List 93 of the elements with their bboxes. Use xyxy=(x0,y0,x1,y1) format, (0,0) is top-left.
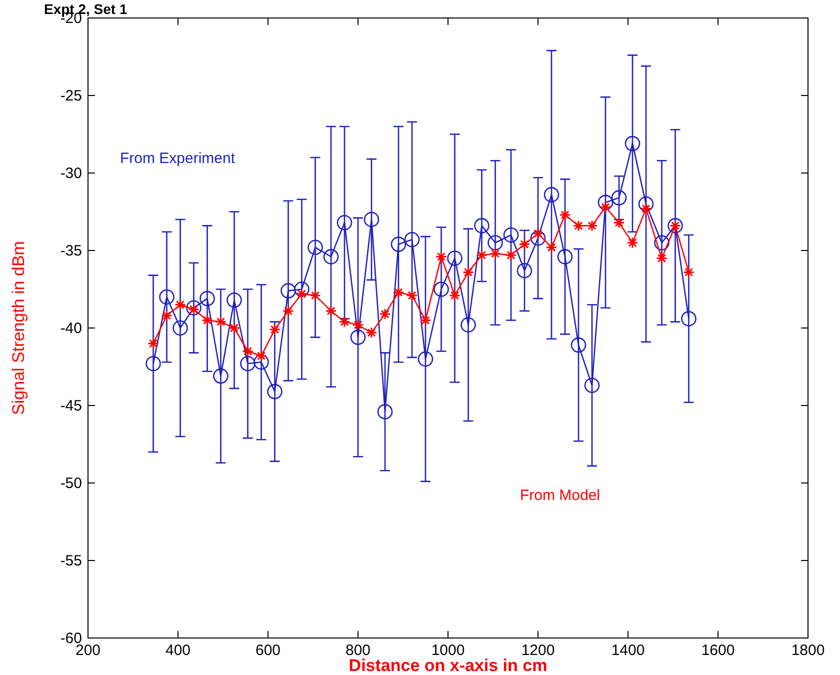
point xyxy=(202,314,213,326)
point xyxy=(488,235,503,250)
x-tick-label: 400 xyxy=(165,642,191,659)
y-axis-title: Signal Strength in dBm xyxy=(9,241,28,415)
x-tick-label: 1200 xyxy=(521,642,555,659)
point xyxy=(611,190,627,206)
point xyxy=(186,300,202,316)
point xyxy=(557,249,573,264)
point xyxy=(474,218,490,234)
x-tick-label: 1000 xyxy=(431,642,465,659)
point xyxy=(392,286,404,298)
point xyxy=(544,187,560,202)
point xyxy=(462,266,474,278)
point xyxy=(310,290,321,302)
point xyxy=(240,356,256,372)
point xyxy=(406,290,418,302)
point xyxy=(323,249,339,264)
point xyxy=(350,330,366,345)
point xyxy=(626,237,638,248)
point xyxy=(148,338,159,350)
point xyxy=(226,292,242,308)
y-tick-label: -30 xyxy=(60,165,82,182)
point xyxy=(215,316,226,328)
point xyxy=(584,378,600,393)
point xyxy=(624,136,640,152)
point xyxy=(172,320,188,336)
point xyxy=(516,263,532,278)
point xyxy=(379,308,391,320)
point xyxy=(280,283,296,298)
point xyxy=(638,196,654,212)
point xyxy=(530,230,546,246)
point xyxy=(460,317,476,333)
point xyxy=(505,249,517,261)
y-tick-label: -25 xyxy=(60,88,82,104)
point xyxy=(269,324,280,336)
x-tick-label: 1800 xyxy=(791,642,825,659)
point xyxy=(613,216,625,228)
point xyxy=(654,235,670,250)
point xyxy=(418,351,434,367)
point xyxy=(490,248,501,260)
point xyxy=(420,314,432,326)
x-axis-title: Distance on x-axis in cm xyxy=(348,656,548,675)
point xyxy=(546,242,558,254)
point xyxy=(254,354,269,370)
point xyxy=(404,232,420,248)
y-tick-label: -50 xyxy=(60,475,82,492)
point xyxy=(390,236,406,252)
point xyxy=(572,220,584,232)
point xyxy=(336,214,352,230)
point xyxy=(434,282,449,297)
point xyxy=(570,337,586,353)
point xyxy=(213,368,228,384)
point xyxy=(518,238,530,250)
point xyxy=(681,311,696,326)
point xyxy=(294,282,310,297)
x-tick-label: 600 xyxy=(255,642,281,659)
x-tick-label: 200 xyxy=(75,642,101,659)
point xyxy=(267,384,282,400)
y-tick-label: -35 xyxy=(60,242,82,260)
x-tick-label: 1600 xyxy=(701,642,735,659)
point xyxy=(159,289,174,305)
y-tick-label: -55 xyxy=(60,552,82,570)
point xyxy=(377,404,393,420)
point xyxy=(146,356,161,372)
point xyxy=(656,252,668,264)
point xyxy=(161,310,172,322)
point xyxy=(364,212,380,228)
point xyxy=(559,209,571,221)
point xyxy=(436,250,447,262)
point xyxy=(200,290,215,306)
point xyxy=(598,194,614,210)
point xyxy=(228,322,240,334)
point xyxy=(338,316,350,328)
point xyxy=(242,346,254,357)
y-tick-label: -45 xyxy=(60,398,82,414)
point xyxy=(447,250,462,266)
point xyxy=(683,266,694,278)
point xyxy=(366,326,378,338)
point xyxy=(586,220,598,232)
point xyxy=(256,350,267,362)
point xyxy=(308,240,323,256)
text: From Model xyxy=(520,487,600,504)
x-tick-label: 800 xyxy=(345,642,371,659)
point xyxy=(282,305,294,317)
point xyxy=(476,249,488,261)
point xyxy=(352,319,364,331)
point xyxy=(174,299,186,310)
point xyxy=(325,305,337,317)
point xyxy=(449,290,460,302)
x-tick-label: 1400 xyxy=(611,642,645,659)
point xyxy=(503,227,519,243)
text: From Experiment xyxy=(120,150,236,167)
y-tick-label: -40 xyxy=(60,320,82,337)
